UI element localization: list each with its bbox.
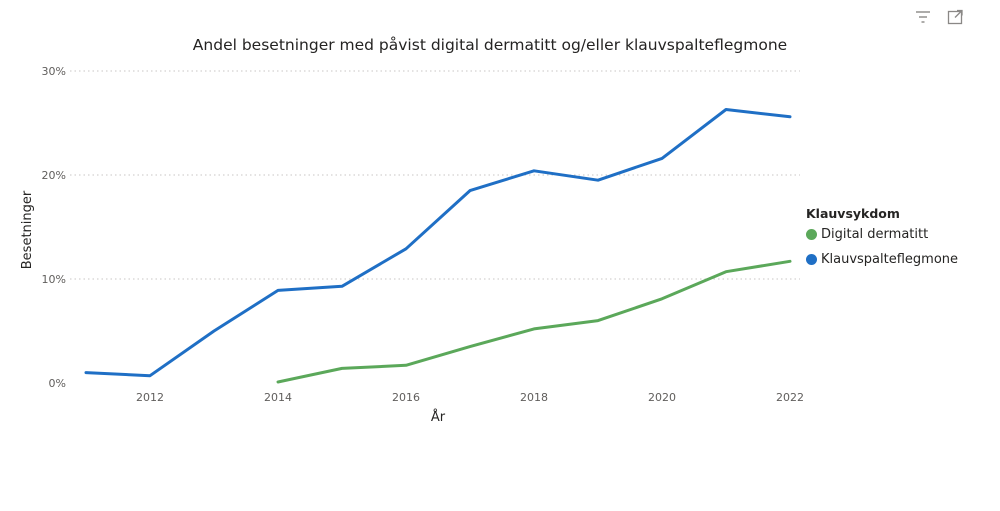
data-point[interactable] — [274, 286, 282, 294]
legend-title: Klauvsykdom — [806, 206, 900, 221]
data-point[interactable] — [530, 325, 538, 333]
data-point[interactable] — [722, 105, 730, 113]
x-tick-label: 2014 — [264, 391, 292, 404]
chart-title: Andel besetninger med påvist digital der… — [192, 36, 788, 54]
data-point[interactable] — [402, 361, 410, 369]
legend-marker-digital-dermatitt — [806, 229, 817, 240]
y-tick-label: 30% — [42, 65, 66, 78]
series-line-klauvspalteflegmone[interactable] — [84, 108, 792, 378]
filter-icon[interactable] — [914, 8, 932, 26]
data-point[interactable] — [274, 378, 282, 386]
data-point[interactable] — [594, 176, 602, 184]
x-tick-label: 2022 — [776, 391, 804, 404]
y-tick-label: 20% — [42, 169, 66, 182]
data-point[interactable] — [530, 167, 538, 175]
data-point[interactable] — [338, 364, 346, 372]
axis-ticks: 0% 10% 20% 30% 2012 2014 2016 2018 2020 2022 — [42, 65, 804, 404]
series-line-digital-dermatitt[interactable] — [276, 259, 792, 384]
data-point[interactable] — [722, 268, 730, 276]
y-tick-label: 10% — [42, 273, 66, 286]
legend-label-digital-dermatitt: Digital dermatitt — [821, 227, 929, 242]
legend-label-klauvspalteflegmone: Klauvspalteflegmone — [821, 252, 959, 267]
data-point[interactable] — [82, 369, 90, 377]
data-point[interactable] — [466, 343, 474, 351]
legend-marker-klauvspalteflegmone — [806, 254, 817, 265]
data-point[interactable] — [786, 257, 794, 265]
focus-mode-icon[interactable] — [946, 8, 964, 26]
y-axis-title: Besetninger — [20, 190, 35, 269]
data-point[interactable] — [402, 245, 410, 253]
legend: Klauvsykdom Digital dermatitt Klauvspalt… — [806, 206, 958, 277]
legend-item-digital-dermatitt[interactable]: Digital dermatitt — [806, 227, 958, 242]
gridlines — [70, 70, 800, 280]
legend-item-klauvspalteflegmone[interactable]: Klauvspalteflegmone — [806, 252, 958, 267]
data-point[interactable] — [466, 187, 474, 195]
data-point[interactable] — [210, 327, 218, 335]
visual-toolbar — [914, 8, 964, 26]
x-tick-label: 2020 — [648, 391, 676, 404]
x-tick-label: 2012 — [136, 391, 164, 404]
data-point[interactable] — [146, 372, 154, 380]
data-point[interactable] — [338, 282, 346, 290]
y-tick-label: 0% — [49, 377, 66, 390]
series-lines — [82, 105, 794, 386]
data-point[interactable] — [658, 154, 666, 162]
data-point[interactable] — [786, 113, 794, 121]
x-axis-title: År — [431, 409, 446, 425]
data-point[interactable] — [594, 317, 602, 325]
x-tick-label: 2018 — [520, 391, 548, 404]
data-point[interactable] — [658, 295, 666, 303]
x-tick-label: 2016 — [392, 391, 420, 404]
